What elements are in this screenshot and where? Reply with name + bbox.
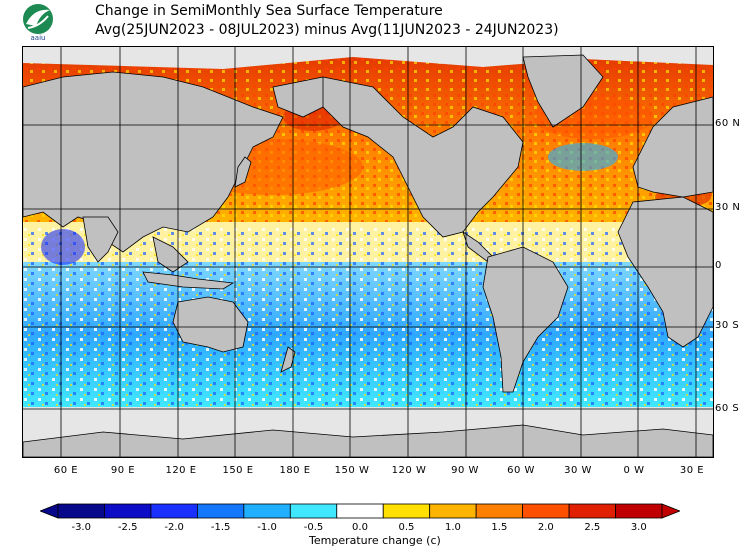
colorbar-tick-label: -1.0 (257, 522, 277, 533)
colorbar-tick-label: -1.5 (210, 522, 231, 533)
lat-label-0: 0 (715, 260, 722, 271)
indian-ocean-cool-patch (41, 229, 85, 265)
north-america-land (312, 76, 524, 238)
alaska-land (272, 76, 324, 118)
colorbar-right-arrow (661, 503, 680, 519)
land-masses (23, 54, 713, 457)
lon-label-150w: 150 W (334, 465, 370, 476)
lon-label-90e: 90 E (110, 465, 136, 476)
map-title: Change in SemiMonthly Sea Surface Temper… (95, 2, 559, 40)
title-line-1: Change in SemiMonthly Sea Surface Temper… (95, 3, 443, 19)
title-line-2: Avg(25JUN2023 - 08JUL2023) minus Avg(11J… (95, 22, 559, 38)
colorbar-title: Temperature change (c) (309, 534, 441, 547)
lon-label-60e: 60 E (53, 465, 79, 476)
colorbar-segment (243, 503, 291, 519)
colorbar-segment (336, 503, 384, 519)
lat-lon-grid (23, 47, 713, 457)
colorbar-segment (568, 503, 616, 519)
lon-label-60w: 60 W (507, 465, 535, 476)
agency-logo: aaiu (14, 2, 62, 42)
colorbar-segment (57, 503, 105, 519)
colorbar-tick-label: -3.0 (71, 522, 91, 533)
lon-label-0w: 0 W (623, 465, 645, 476)
arctic-ice (23, 47, 713, 69)
lat-label-60s: 60 S (715, 403, 740, 414)
logo-text: aaiu (31, 34, 46, 42)
colorbar-tick-label: 1.5 (491, 522, 508, 533)
india-land (82, 216, 119, 263)
europe-land (632, 96, 713, 198)
lon-label-30e: 30 E (679, 465, 705, 476)
map-canvas (23, 47, 713, 457)
lon-label-150e: 150 E (222, 465, 254, 476)
africa-land (617, 196, 713, 348)
lon-label-90w: 90 W (451, 465, 479, 476)
colorbar-tick-label: -2.5 (117, 522, 138, 533)
atlantic-cool-patch (548, 143, 618, 171)
colorbar-segment (429, 503, 477, 519)
colorbar-segment (289, 503, 338, 519)
japan-land (234, 156, 252, 188)
lon-label-120e: 120 E (165, 465, 197, 476)
greenland-land (522, 54, 604, 128)
colorbar-tick-label: 3.0 (630, 522, 647, 533)
colorbar-tick-label: 2.0 (537, 522, 554, 533)
colorbar-segment (382, 503, 431, 519)
lon-label-120w: 120 W (391, 465, 427, 476)
colorbar-left-arrow (40, 503, 59, 519)
colorbar-segment (104, 503, 152, 519)
lon-label-180e: 180 E (279, 465, 311, 476)
south-speckle (23, 262, 713, 407)
eurasia-land (23, 71, 284, 253)
colorbar-tick-label: -2.0 (164, 522, 184, 533)
colorbar-segment (196, 503, 245, 519)
colorbar-segment (615, 503, 663, 519)
colorbar-tick-label: 1.0 (444, 522, 461, 533)
colorbar-segment (475, 503, 524, 519)
colorbar-tick-label: -0.5 (303, 522, 324, 533)
colorbar-tick-label: 2.5 (584, 522, 601, 533)
colorbar-tick-label: 0.5 (398, 522, 415, 533)
sst-change-map (22, 46, 714, 458)
colorbar (40, 503, 680, 519)
colorbar-segment (150, 503, 198, 519)
lon-label-30w: 30 W (564, 465, 592, 476)
indonesia-land (142, 271, 235, 290)
colorbar-tick-label: 0.0 (352, 522, 368, 533)
lat-label-30n: 30 N (715, 202, 741, 213)
colorbar-segment (522, 503, 570, 519)
lat-label-60n: 60 N (715, 118, 741, 129)
lat-label-30s: 30 S (715, 320, 740, 331)
